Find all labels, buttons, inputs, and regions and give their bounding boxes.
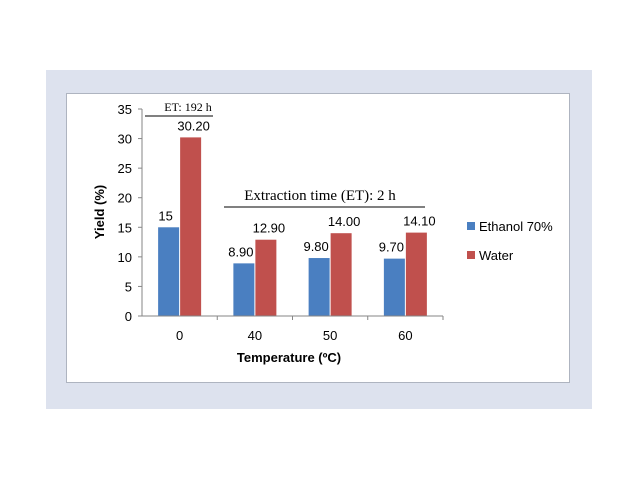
bar-ethanol-0 (158, 227, 180, 316)
y-tick-label: 15 (118, 220, 132, 235)
y-tick-label: 10 (118, 250, 132, 265)
x-tick-label: 50 (323, 328, 337, 343)
legend-swatch-water (467, 251, 475, 259)
chart-panel (66, 93, 570, 383)
data-label-water-60: 14.10 (403, 214, 436, 229)
bar-ethanol-60 (383, 258, 405, 316)
legend-label-water: Water (479, 248, 514, 263)
annotation-et-2h: Extraction time (ET): 2 h (244, 188, 396, 204)
data-label-ethanol-60: 9.70 (379, 240, 404, 255)
bar-water-60 (405, 232, 427, 316)
data-label-water-50: 14.00 (328, 214, 361, 229)
bar-ethanol-40 (233, 263, 255, 316)
x-axis-title: Temperature (ºC) (237, 350, 341, 365)
y-tick-label: 30 (118, 132, 132, 147)
data-label-water-40: 12.90 (253, 221, 286, 236)
x-tick-label: 60 (398, 328, 412, 343)
y-tick-label: 5 (125, 279, 132, 294)
annotation-et-192h: ET: 192 h (164, 100, 211, 114)
x-tick-label: 40 (248, 328, 262, 343)
legend-label-ethanol: Ethanol 70% (479, 219, 553, 234)
data-label-water-0: 30.20 (177, 118, 210, 133)
y-tick-label: 20 (118, 191, 132, 206)
x-tick-label: 0 (176, 328, 183, 343)
bar-water-0 (180, 137, 202, 316)
data-label-ethanol-40: 8.90 (228, 244, 253, 259)
legend-swatch-ethanol (467, 222, 475, 230)
bar-water-40 (255, 239, 277, 316)
y-tick-label: 35 (118, 102, 132, 117)
y-tick-label: 0 (125, 309, 132, 324)
y-axis-title: Yield (%) (92, 185, 107, 239)
data-label-ethanol-50: 9.80 (303, 239, 328, 254)
data-label-ethanol-0: 15 (158, 208, 172, 223)
bar-water-50 (330, 233, 352, 316)
y-tick-label: 25 (118, 161, 132, 176)
bar-ethanol-50 (308, 258, 330, 316)
